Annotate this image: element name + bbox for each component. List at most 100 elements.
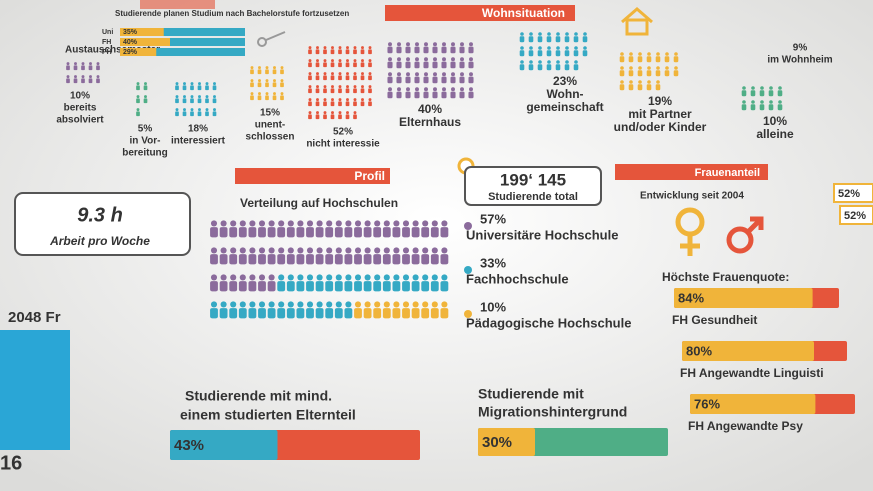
person-body <box>354 254 362 265</box>
person-body <box>387 61 393 69</box>
person-body <box>440 227 449 238</box>
person-head <box>742 86 746 90</box>
bar-label: 35% <box>123 29 138 36</box>
person-head <box>346 46 349 50</box>
person-body <box>459 76 465 84</box>
person-body <box>450 91 456 99</box>
group-label: unent- <box>255 120 286 131</box>
person-head <box>250 79 254 83</box>
person-body <box>368 101 372 107</box>
person-head <box>393 301 400 308</box>
person-body <box>555 64 561 71</box>
person-body <box>441 76 447 84</box>
person-head <box>422 220 429 227</box>
person-head <box>331 85 334 89</box>
person-body <box>136 85 140 91</box>
person-body <box>360 62 365 68</box>
person-body <box>430 308 439 319</box>
person-head <box>647 52 651 56</box>
person-head <box>66 62 70 66</box>
person-body <box>345 75 350 81</box>
person-body <box>308 75 312 81</box>
women-heading: Höchste Frauenquote: <box>662 270 789 284</box>
people-group <box>741 86 783 111</box>
person-head <box>323 72 327 76</box>
person-head <box>424 42 428 47</box>
person-body <box>182 98 187 104</box>
person-body <box>265 95 269 101</box>
person-head <box>316 111 319 115</box>
person-head <box>258 92 261 96</box>
person-head <box>565 46 569 50</box>
person-head <box>250 66 254 70</box>
person-body <box>555 36 561 43</box>
person-body <box>315 49 320 55</box>
group-label: in Vor- <box>130 136 161 147</box>
person-head <box>538 60 542 64</box>
person-head <box>346 85 349 89</box>
person-head <box>205 82 209 86</box>
person-head <box>638 52 642 56</box>
bar-name: FH Angewandte Linguisti <box>680 366 824 380</box>
person-head <box>353 59 357 63</box>
person-head <box>74 62 77 66</box>
person-body <box>440 254 449 265</box>
person-body <box>421 281 430 292</box>
group-label: mit Partner <box>628 107 692 121</box>
person-body <box>267 281 276 292</box>
person-head <box>374 274 381 281</box>
person-body <box>354 227 362 238</box>
person-body <box>440 281 449 292</box>
person-body <box>338 101 342 107</box>
person-head <box>198 82 201 86</box>
people-group <box>519 32 588 71</box>
bar-fill <box>478 428 535 456</box>
person-head <box>239 301 246 308</box>
person-body <box>182 85 187 91</box>
person-head <box>205 95 209 99</box>
person-body <box>459 91 465 99</box>
bar-label: 30% <box>482 434 512 451</box>
person-head <box>638 66 642 70</box>
side-box <box>833 183 873 203</box>
person-body <box>219 254 228 265</box>
person-head <box>361 46 364 50</box>
bar-name: FH Gesundheit <box>672 313 757 327</box>
person-body <box>190 98 194 104</box>
person-body <box>432 76 438 84</box>
person-body <box>423 91 429 99</box>
person-head <box>412 247 419 254</box>
person-head <box>656 80 660 84</box>
person-body <box>229 254 238 265</box>
person-head <box>230 274 237 281</box>
person-body <box>229 227 238 238</box>
person-body <box>768 90 774 97</box>
person-head <box>778 100 782 104</box>
person-head <box>345 274 352 281</box>
person-head <box>316 72 319 76</box>
ribbon <box>615 164 768 180</box>
person-body <box>392 254 401 265</box>
person-body <box>175 111 179 117</box>
person-head <box>213 95 216 99</box>
person-body <box>345 62 350 68</box>
person-head <box>583 46 587 50</box>
person-body <box>277 281 286 292</box>
person-body <box>338 62 342 68</box>
parents-title: einem studierten Elternteil <box>180 407 356 423</box>
person-body <box>330 101 335 107</box>
person-head <box>431 301 438 308</box>
person-head <box>383 220 390 227</box>
person-head <box>674 52 678 56</box>
work-box <box>14 192 191 256</box>
person-body <box>229 308 238 319</box>
person-head <box>297 274 304 281</box>
person-head <box>220 301 227 308</box>
person-body <box>286 308 295 319</box>
person-head <box>308 111 312 115</box>
person-body <box>619 70 625 77</box>
person-body <box>360 88 365 94</box>
person-head <box>383 247 390 254</box>
person-head <box>574 32 578 36</box>
people-group <box>250 66 284 101</box>
